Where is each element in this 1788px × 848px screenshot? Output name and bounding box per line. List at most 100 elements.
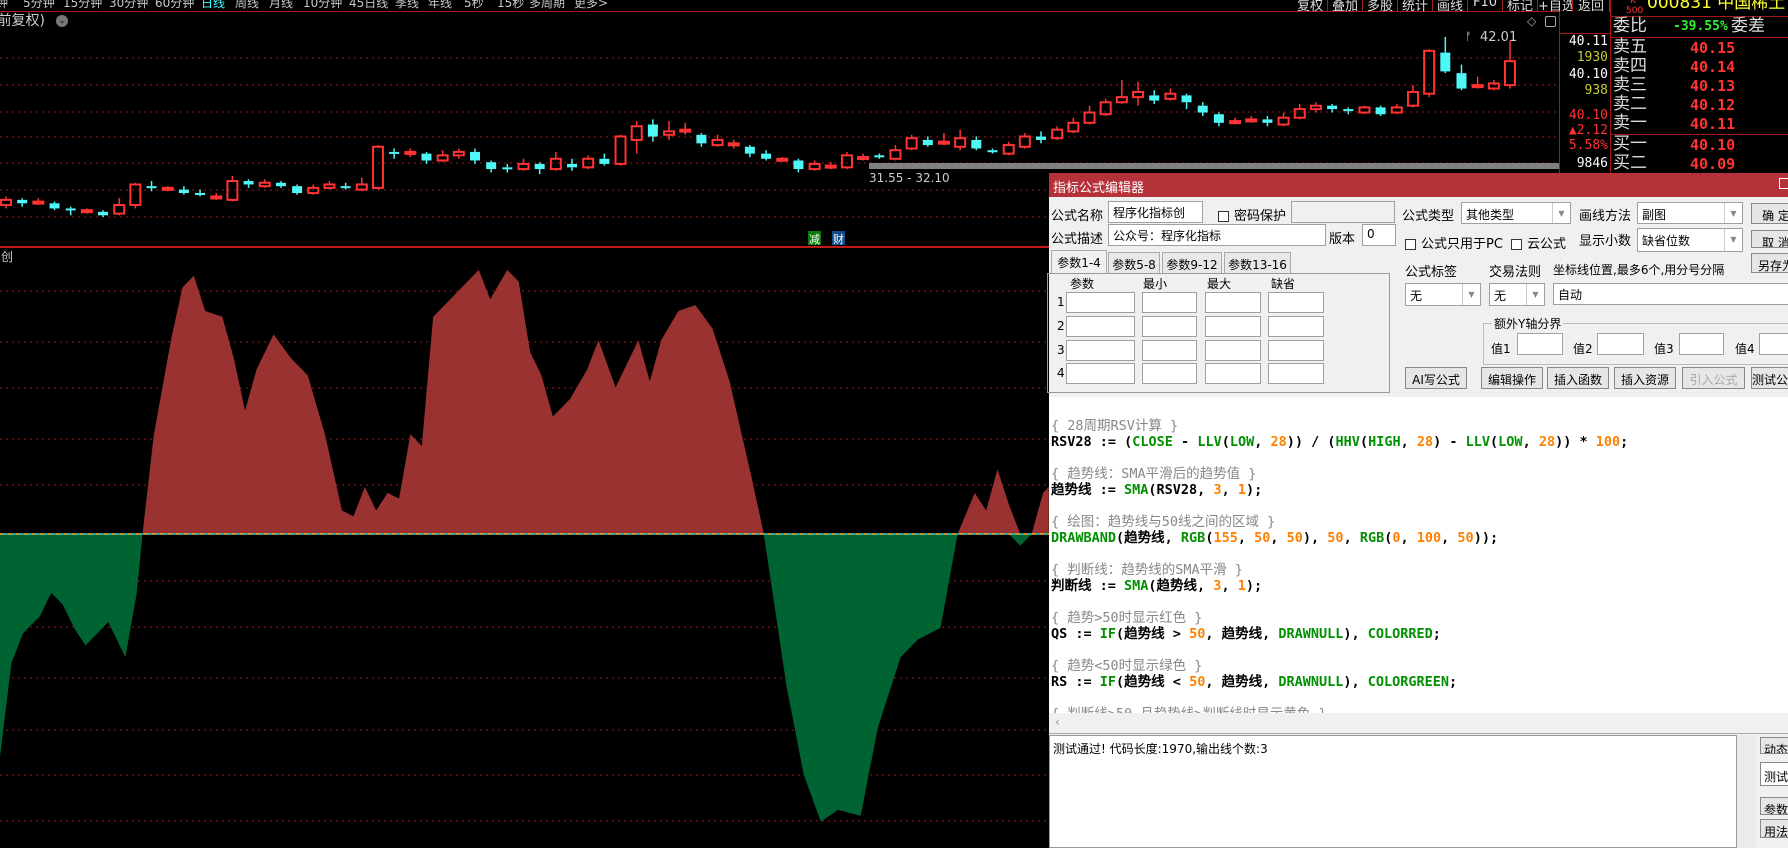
type-select[interactable]: 其他类型 ▼ bbox=[1461, 202, 1571, 224]
param-input[interactable] bbox=[1142, 316, 1197, 337]
insert-function-button[interactable]: 插入函数 bbox=[1547, 367, 1609, 389]
param-input[interactable] bbox=[1142, 340, 1197, 361]
edit-ops-button[interactable]: 编辑操作 bbox=[1481, 367, 1543, 389]
code-line[interactable]: RSV28 := (CLOSE - LLV(LOW, 28)) / (HHV(H… bbox=[1051, 434, 1788, 450]
candlestick-chart[interactable] bbox=[0, 12, 1559, 246]
code-editor[interactable]: { 28周期RSV计算 } RSV28 := (CLOSE - LLV(LOW, … bbox=[1049, 397, 1788, 713]
checkbox-icon[interactable] bbox=[1405, 239, 1416, 250]
param-input[interactable] bbox=[1205, 292, 1261, 313]
tag-finance[interactable]: 财 bbox=[832, 231, 845, 246]
statistics-button[interactable]: 统计 bbox=[1398, 0, 1433, 12]
tab-params-5-8[interactable]: 参数5-8 bbox=[1108, 252, 1160, 274]
output-scrollbar[interactable] bbox=[1737, 735, 1756, 848]
code-line[interactable]: { 绘图：趋势线与50线之间的区域 } bbox=[1051, 514, 1788, 530]
checkbox-icon[interactable] bbox=[1218, 211, 1229, 222]
code-line[interactable] bbox=[1051, 546, 1788, 562]
param-input[interactable] bbox=[1268, 340, 1324, 361]
usage-notes-button[interactable]: 用法注释 bbox=[1760, 819, 1788, 838]
tag-select[interactable]: 无 ▼ bbox=[1405, 283, 1481, 306]
ai-write-button[interactable]: AI写公式 bbox=[1405, 367, 1467, 389]
param-input[interactable] bbox=[1205, 363, 1261, 384]
cloud-checkbox[interactable]: 云公式 bbox=[1511, 233, 1566, 252]
overlay-button[interactable]: 叠加 bbox=[1328, 0, 1363, 12]
code-line[interactable]: { 趋势<50时显示绿色 } bbox=[1051, 658, 1788, 674]
period-tab[interactable]: 周线 bbox=[235, 0, 260, 10]
tab-params-1-4[interactable]: 参数1-4 bbox=[1051, 250, 1107, 274]
param-input[interactable] bbox=[1142, 292, 1197, 313]
tab-params-9-12[interactable]: 参数9-12 bbox=[1162, 252, 1222, 274]
period-tab-active[interactable]: 日线 bbox=[201, 0, 226, 10]
param-input[interactable] bbox=[1066, 316, 1135, 337]
ok-button[interactable]: 确 定 bbox=[1751, 203, 1788, 224]
diamond-icon[interactable]: ◇ bbox=[1527, 14, 1537, 28]
code-line[interactable] bbox=[1051, 594, 1788, 610]
code-line[interactable]: { 判断线>50 且趋势线>判断线时显示黄色 } bbox=[1051, 706, 1788, 713]
period-tab[interactable]: 钟 bbox=[0, 0, 9, 10]
name-input[interactable]: 程序化指标创 bbox=[1108, 201, 1203, 223]
panel-toggle-icon[interactable] bbox=[1545, 16, 1556, 27]
maximize-icon[interactable] bbox=[1779, 178, 1788, 189]
code-line[interactable]: { 趋势线：SMA平滑后的趋势值 } bbox=[1051, 466, 1788, 482]
param-input[interactable] bbox=[1268, 316, 1324, 337]
import-formula-button[interactable]: 引入公式 bbox=[1682, 367, 1745, 389]
period-tab[interactable]: 60分钟 bbox=[155, 0, 195, 10]
code-line[interactable]: { 趋势>50时显示红色 } bbox=[1051, 610, 1788, 626]
period-tab[interactable]: 年线 bbox=[428, 0, 453, 10]
period-tab[interactable]: 15秒 bbox=[497, 0, 525, 10]
code-line[interactable] bbox=[1051, 690, 1788, 706]
checkbox-icon[interactable] bbox=[1511, 239, 1522, 250]
dynamic-translate-button[interactable]: 动态翻译 bbox=[1760, 737, 1788, 754]
code-line[interactable] bbox=[1051, 498, 1788, 514]
adjust-button[interactable]: 复权 bbox=[1293, 0, 1328, 12]
draw-line-button[interactable]: 画线 bbox=[1433, 0, 1468, 12]
period-tab[interactable]: 月线 bbox=[269, 0, 294, 10]
yaxis-input-3[interactable] bbox=[1679, 333, 1724, 355]
decimals-select[interactable]: 缺省位数 ▼ bbox=[1637, 228, 1743, 252]
add-watchlist-button[interactable]: +自选 bbox=[1538, 0, 1573, 12]
period-tab-more[interactable]: 更多> bbox=[574, 0, 609, 10]
desc-input[interactable]: 公众号：程序化指标 bbox=[1108, 224, 1326, 246]
scroll-left-icon[interactable]: ‹ bbox=[1055, 715, 1060, 729]
multi-stock-button[interactable]: 多股 bbox=[1363, 0, 1398, 12]
f10-button[interactable]: F10 bbox=[1468, 0, 1503, 12]
code-line[interactable]: 趋势线 := SMA(RSV28, 3, 1); bbox=[1051, 482, 1788, 498]
save-as-button[interactable]: 另存为 bbox=[1751, 253, 1788, 273]
chevron-down-icon[interactable]: ⌄ bbox=[56, 15, 68, 27]
mark-button[interactable]: 标记 bbox=[1503, 0, 1538, 12]
period-tab[interactable]: 季线 bbox=[395, 0, 420, 10]
period-tab[interactable]: 30分钟 bbox=[109, 0, 149, 10]
param-input[interactable] bbox=[1142, 363, 1197, 384]
password-checkbox[interactable]: 密码保护 bbox=[1218, 205, 1286, 224]
yaxis-input-1[interactable] bbox=[1517, 333, 1563, 355]
param-input[interactable] bbox=[1268, 363, 1324, 384]
code-line[interactable]: RS := IF(趋势线 < 50, 趋势线, DRAWNULL), COLOR… bbox=[1051, 674, 1788, 690]
code-line[interactable]: { 判断线：趋势线的SMA平滑 } bbox=[1051, 562, 1788, 578]
insert-resource-button[interactable]: 插入资源 bbox=[1614, 367, 1676, 389]
param-input[interactable] bbox=[1205, 316, 1261, 337]
code-line[interactable]: { 28周期RSV计算 } bbox=[1051, 418, 1788, 434]
tag-reduce[interactable]: 减 bbox=[808, 231, 821, 246]
draw-select[interactable]: 副图 ▼ bbox=[1637, 202, 1743, 224]
version-input[interactable]: 0 bbox=[1362, 224, 1396, 246]
test-result-button[interactable]: 测试结果 bbox=[1760, 762, 1788, 786]
pc-only-checkbox[interactable]: 公式只用于PC bbox=[1405, 233, 1503, 252]
param-wizard-button[interactable]: 参数精灵 bbox=[1760, 797, 1788, 815]
dialog-titlebar[interactable]: 指标公式编辑器 bbox=[1049, 173, 1788, 197]
code-line[interactable] bbox=[1051, 450, 1788, 466]
yaxis-input-2[interactable] bbox=[1597, 333, 1644, 355]
code-line[interactable]: QS := IF(趋势线 > 50, 趋势线, DRAWNULL), COLOR… bbox=[1051, 626, 1788, 642]
yaxis-input-4[interactable] bbox=[1759, 333, 1788, 355]
param-input[interactable] bbox=[1268, 292, 1324, 313]
code-line[interactable]: 判断线 := SMA(趋势线, 3, 1); bbox=[1051, 578, 1788, 594]
period-tab[interactable]: 45日线 bbox=[349, 0, 389, 10]
back-button[interactable]: 返回 bbox=[1573, 0, 1610, 12]
tab-params-13-16[interactable]: 参数13-16 bbox=[1224, 252, 1291, 274]
horizontal-scrollbar[interactable]: ‹ bbox=[1049, 713, 1788, 734]
trade-select[interactable]: 无 ▼ bbox=[1489, 283, 1545, 306]
period-tab[interactable]: 5分钟 bbox=[23, 0, 55, 10]
period-tab[interactable]: 15分钟 bbox=[63, 0, 103, 10]
period-tab[interactable]: 10分钟 bbox=[303, 0, 343, 10]
param-input[interactable] bbox=[1066, 292, 1135, 313]
param-input[interactable] bbox=[1066, 340, 1135, 361]
param-input[interactable] bbox=[1205, 340, 1261, 361]
